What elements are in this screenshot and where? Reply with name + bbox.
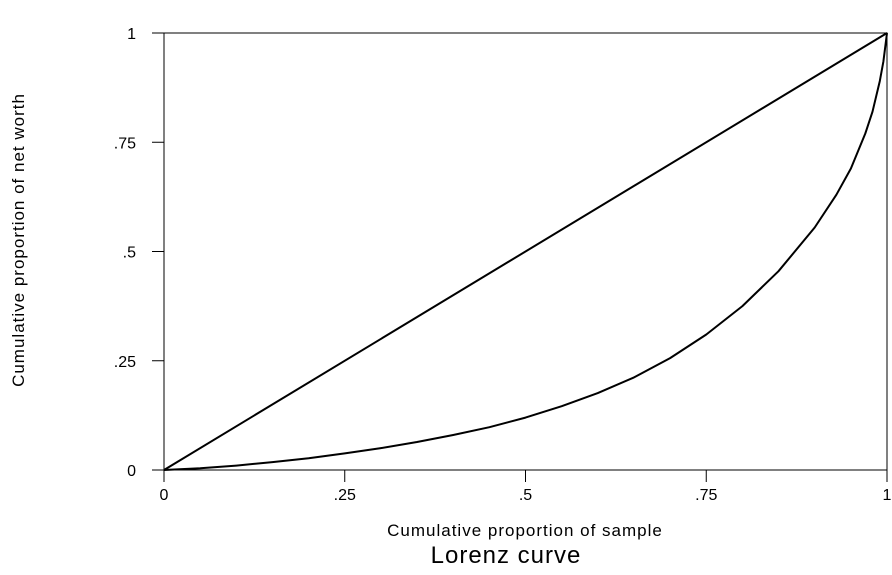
- lorenz-curve-line: [163, 32, 888, 471]
- y-tick-label-2: .5: [123, 245, 136, 262]
- x-axis-title: Cumulative proportion of sample: [387, 521, 663, 540]
- equality-line: [163, 32, 888, 471]
- chart-caption: Lorenz curve: [431, 542, 582, 569]
- y-tick-label-4: 1: [127, 26, 136, 43]
- y-axis-title: Cumulative proportion of net worth: [9, 93, 28, 387]
- x-axis: 0 .25 .5 .75 1: [160, 470, 892, 504]
- x-tick-label-3: .75: [695, 487, 717, 504]
- x-tick-label-1: .25: [334, 487, 356, 504]
- y-tick-label-1: .25: [114, 354, 136, 371]
- y-tick-label-0: 0: [127, 463, 136, 480]
- y-axis: 0 .25 .5 .75 1: [114, 26, 164, 480]
- series-layer: [163, 32, 888, 471]
- y-tick-label-3: .75: [114, 135, 136, 152]
- x-tick-label-0: 0: [160, 487, 169, 504]
- x-tick-label-4: 1: [883, 487, 892, 504]
- x-tick-label-2: .5: [519, 487, 532, 504]
